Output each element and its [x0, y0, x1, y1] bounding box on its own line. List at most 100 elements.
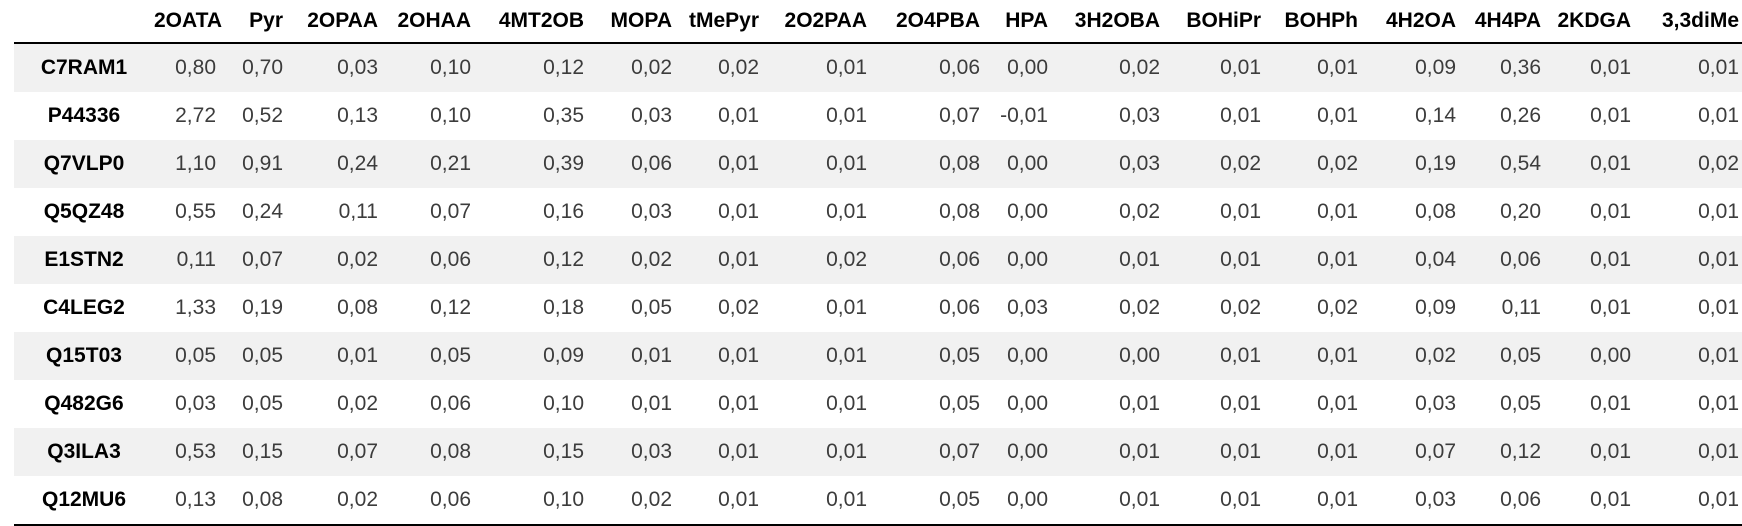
column-header-tMePyr: tMePyr: [675, 0, 762, 44]
value-cell: 0,19: [1415, 152, 1456, 175]
value-cell: 0,13: [175, 488, 216, 511]
table-row-Q5QZ48: Q5QZ48 0,55 0,24 0,11 0,07 0,16 0,03 0,01 0,01 0,…: [14, 188, 1742, 236]
value-cell: 0,24: [242, 200, 283, 223]
value-cell: 0,03: [631, 104, 672, 127]
value-cell: 0,01: [1317, 488, 1358, 511]
table-row-C4LEG2: C4LEG2 1,33 0,19 0,08 0,12 0,18 0,05 0,02 0,01 0,…: [14, 284, 1742, 332]
row-header-Q482G6: Q482G6: [44, 392, 124, 415]
value-cell: 0,06: [939, 56, 980, 79]
value-cell: 0,06: [631, 152, 672, 175]
value-cell: 0,13: [337, 104, 378, 127]
row-header-Q12MU6: Q12MU6: [41, 488, 127, 511]
value-cell: 0,01: [826, 104, 867, 127]
value-cell: 0,01: [1698, 344, 1739, 367]
value-cell: 0,01: [1317, 56, 1358, 79]
value-cell: 0,00: [1007, 488, 1048, 511]
column-header-BOHPh: BOHPh: [1264, 0, 1361, 44]
column-header-2O4PBA: 2O4PBA: [870, 0, 983, 44]
value-cell: 0,21: [430, 152, 471, 175]
value-cell: 0,02: [337, 392, 378, 415]
value-cell: 0,80: [175, 56, 216, 79]
value-cell: 0,15: [543, 440, 584, 463]
value-cell: 0,01: [1220, 440, 1261, 463]
value-cell: 0,01: [1590, 440, 1631, 463]
value-cell: 0,01: [1119, 488, 1160, 511]
value-cell: 0,01: [1590, 104, 1631, 127]
row-header-Q3ILA3: Q3ILA3: [47, 440, 121, 463]
value-cell: 0,09: [1415, 296, 1456, 319]
value-cell: 0,02: [1415, 344, 1456, 367]
value-cell: 0,06: [939, 248, 980, 271]
value-cell: 0,35: [543, 104, 584, 127]
value-cell: 0,00: [1119, 344, 1160, 367]
value-cell: 0,01: [1590, 248, 1631, 271]
table-row-Q12MU6: Q12MU6 0,13 0,08 0,02 0,06 0,10 0,02 0,01 0,01 0,…: [14, 476, 1742, 525]
value-cell: 0,01: [1590, 56, 1631, 79]
value-cell: 0,10: [543, 488, 584, 511]
value-cell: 0,01: [1698, 296, 1739, 319]
row-header-Q7VLP0: Q7VLP0: [43, 152, 125, 175]
value-cell: 0,08: [939, 200, 980, 223]
value-cell: 0,01: [1698, 248, 1739, 271]
value-cell: 0,01: [718, 104, 759, 127]
column-header-BOHiPr: BOHiPr: [1163, 0, 1264, 44]
value-cell: 0,02: [337, 488, 378, 511]
column-header-2O2PAA: 2O2PAA: [762, 0, 870, 44]
value-cell: 0,15: [242, 440, 283, 463]
value-cell: 0,06: [430, 248, 471, 271]
value-cell: 0,01: [718, 440, 759, 463]
value-cell: 0,00: [1007, 152, 1048, 175]
table-row-P44336: P44336 2,72 0,52 0,13 0,10 0,35 0,03 0,01 0,01 0,…: [14, 92, 1742, 140]
value-cell: 0,03: [337, 56, 378, 79]
value-cell: 0,10: [430, 56, 471, 79]
value-cell: 0,02: [631, 488, 672, 511]
value-cell: 0,06: [430, 392, 471, 415]
value-cell: 0,01: [1317, 392, 1358, 415]
value-cell: -0,01: [1000, 104, 1048, 127]
value-cell: 0,01: [1220, 248, 1261, 271]
value-cell: 0,01: [337, 344, 378, 367]
value-cell: 0,02: [1220, 152, 1261, 175]
value-cell: 0,01: [1220, 200, 1261, 223]
value-cell: 0,03: [1119, 104, 1160, 127]
value-cell: 0,03: [1007, 296, 1048, 319]
value-cell: 0,02: [718, 296, 759, 319]
value-cell: 0,01: [631, 392, 672, 415]
value-cell: 0,07: [1415, 440, 1456, 463]
value-cell: 0,39: [543, 152, 584, 175]
value-cell: 0,07: [242, 248, 283, 271]
value-cell: 0,00: [1007, 200, 1048, 223]
value-cell: 0,09: [543, 344, 584, 367]
value-cell: 0,05: [1500, 392, 1541, 415]
value-cell: 1,10: [175, 152, 216, 175]
value-cell: 0,12: [430, 296, 471, 319]
value-cell: 0,01: [1119, 392, 1160, 415]
value-cell: 0,11: [1501, 296, 1541, 319]
value-cell: 0,01: [1317, 104, 1358, 127]
value-cell: 0,05: [631, 296, 672, 319]
value-cell: 0,08: [939, 152, 980, 175]
value-cell: 0,18: [543, 296, 584, 319]
value-cell: 0,01: [826, 344, 867, 367]
value-cell: 0,01: [826, 200, 867, 223]
value-cell: 0,91: [242, 152, 283, 175]
value-cell: 0,10: [430, 104, 471, 127]
value-cell: 0,01: [718, 152, 759, 175]
value-cell: 0,52: [242, 104, 283, 127]
column-header-4H4PA: 4H4PA: [1459, 0, 1544, 44]
value-cell: 0,00: [1007, 440, 1048, 463]
value-cell: 0,02: [631, 56, 672, 79]
value-cell: 0,08: [337, 296, 378, 319]
value-cell: 0,05: [939, 392, 980, 415]
value-cell: 0,10: [543, 392, 584, 415]
value-cell: 0,01: [1317, 200, 1358, 223]
column-header-2OHAA: 2OHAA: [381, 0, 474, 44]
value-cell: 0,01: [631, 344, 672, 367]
value-cell: 0,01: [1698, 392, 1739, 415]
row-header-C7RAM1: C7RAM1: [40, 56, 128, 79]
value-cell: 0,01: [718, 488, 759, 511]
value-cell: 0,08: [242, 488, 283, 511]
value-cell: 0,02: [337, 248, 378, 271]
value-cell: 0,24: [337, 152, 378, 175]
